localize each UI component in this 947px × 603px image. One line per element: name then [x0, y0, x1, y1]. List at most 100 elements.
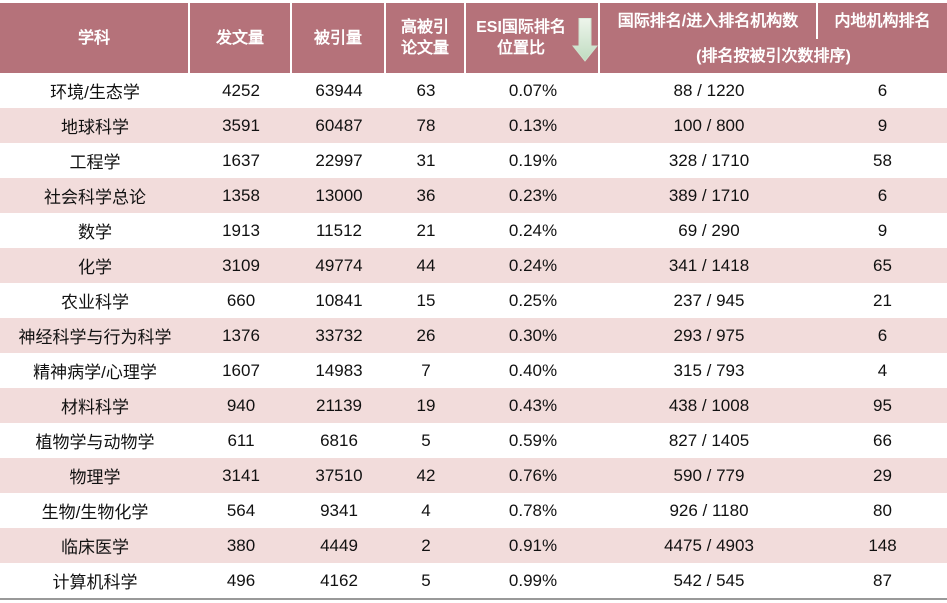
- table-cell: 37510: [292, 458, 386, 493]
- table-cell: 数学: [0, 213, 190, 248]
- table-cell: 0.59%: [466, 423, 600, 458]
- cell-text: 611: [227, 430, 255, 450]
- cell-text: 1607: [222, 360, 260, 380]
- table-cell: 0.25%: [466, 283, 600, 318]
- table-cell: 42: [386, 458, 466, 493]
- cell-text: 14983: [315, 360, 363, 380]
- table-cell: 计算机科学: [0, 563, 190, 598]
- table-cell: 0.78%: [466, 493, 600, 528]
- cell-text: 0.91%: [508, 535, 558, 555]
- header-cell: 被引量: [292, 3, 386, 73]
- header-text: 内地机构排名: [834, 12, 931, 30]
- cell-text: 1376: [222, 325, 260, 345]
- cell-text: 6: [877, 80, 888, 100]
- table-cell: 69 / 290: [600, 213, 818, 248]
- header-cell: ESI国际排名 位置比: [466, 3, 600, 73]
- header-text: 发文量: [215, 29, 264, 47]
- cell-text: 328 / 1710: [668, 150, 750, 170]
- cell-text: 26: [416, 325, 436, 345]
- table-cell: 15: [386, 283, 466, 318]
- cell-text: 生物/生物化学: [41, 503, 149, 522]
- table-cell: 植物学与动物学: [0, 423, 190, 458]
- cell-text: 2: [421, 535, 431, 555]
- table-cell: 611: [190, 423, 292, 458]
- cell-text: 数学: [78, 223, 112, 242]
- cell-text: 0.07%: [508, 80, 558, 100]
- cell-text: 49774: [315, 255, 363, 275]
- cell-text: 438 / 1008: [668, 395, 750, 415]
- cell-text: 80: [873, 500, 892, 520]
- table-cell: 60487: [292, 108, 386, 143]
- cell-text: 6816: [320, 430, 358, 450]
- cell-text: 87: [873, 570, 892, 590]
- cell-text: 临床医学: [61, 538, 129, 557]
- row-background: [0, 458, 947, 493]
- cell-text: 315 / 793: [673, 360, 745, 380]
- cell-text: 4162: [320, 570, 358, 590]
- cell-text: 0.30%: [508, 325, 558, 345]
- table-cell: 496: [190, 563, 292, 598]
- cell-text: 0.25%: [508, 290, 558, 310]
- cell-text: 926 / 1180: [669, 500, 749, 520]
- table-cell: 100 / 800: [600, 108, 818, 143]
- table-cell: 地球科学: [0, 108, 190, 143]
- table-cell: 5: [386, 563, 466, 598]
- cell-text: 0.19%: [508, 150, 558, 170]
- table-cell: 940: [190, 388, 292, 423]
- cell-text: 9341: [320, 500, 358, 520]
- cell-text: 材料科学: [61, 398, 129, 417]
- cell-text: 33732: [315, 325, 363, 345]
- table-cell: 10841: [292, 283, 386, 318]
- cell-text: 11512: [315, 220, 362, 240]
- cell-text: 940: [226, 395, 256, 415]
- cell-text: 地球科学: [61, 118, 129, 137]
- cell-text: 66: [873, 430, 892, 450]
- table-cell: 9: [818, 108, 947, 143]
- table-cell: 0.99%: [466, 563, 600, 598]
- table-cell: 0.19%: [466, 143, 600, 178]
- table-cell: 58: [818, 143, 947, 178]
- table-cell: 临床医学: [0, 528, 190, 563]
- header-cell: 高被引 论文量: [386, 3, 466, 73]
- table-cell: 2: [386, 528, 466, 563]
- table-cell: 21139: [292, 388, 386, 423]
- table-cell: 4162: [292, 563, 386, 598]
- cell-text: 13000: [315, 185, 363, 205]
- table-cell: 神经科学与行为科学: [0, 318, 190, 353]
- table-cell: 926 / 1180: [600, 493, 818, 528]
- cell-text: 496: [226, 570, 256, 590]
- table-cell: 827 / 1405: [600, 423, 818, 458]
- cell-text: 9: [877, 115, 888, 135]
- table-cell: 65: [818, 248, 947, 283]
- table-cell: 590 / 779: [600, 458, 818, 493]
- header-note: (排名按被引次数排序): [600, 39, 947, 73]
- table-cell: 21: [818, 283, 947, 318]
- cell-text: 4: [421, 500, 431, 520]
- header-text: ESI国际排名: [476, 19, 566, 36]
- table-cell: 0.30%: [466, 318, 600, 353]
- cell-text: 660: [226, 290, 256, 310]
- table-cell: 6: [818, 318, 947, 353]
- table-cell: 80: [818, 493, 947, 528]
- table-cell: 9341: [292, 493, 386, 528]
- cell-text: 36: [416, 185, 436, 205]
- header-text: 论文量: [400, 40, 449, 57]
- table-cell: 6: [818, 178, 947, 213]
- table-cell: 7: [386, 353, 466, 388]
- table-cell: 0.13%: [466, 108, 600, 143]
- cell-text: 389 / 1710: [668, 185, 750, 205]
- cell-text: 44: [416, 255, 436, 275]
- header-cell: 发文量: [190, 3, 292, 73]
- table-cell: 化学: [0, 248, 190, 283]
- cell-text: 31: [416, 150, 436, 170]
- cell-text: 63944: [315, 80, 363, 100]
- table-cell: 19: [386, 388, 466, 423]
- table-cell: 农业科学: [0, 283, 190, 318]
- table-cell: 精神病学/心理学: [0, 353, 190, 388]
- table-cell: 3109: [190, 248, 292, 283]
- cell-text: 0.43%: [508, 395, 558, 415]
- table-cell: 11512: [292, 213, 386, 248]
- table-cell: 1376: [190, 318, 292, 353]
- table-cell: 4252: [190, 73, 292, 108]
- table-cell: 工程学: [0, 143, 190, 178]
